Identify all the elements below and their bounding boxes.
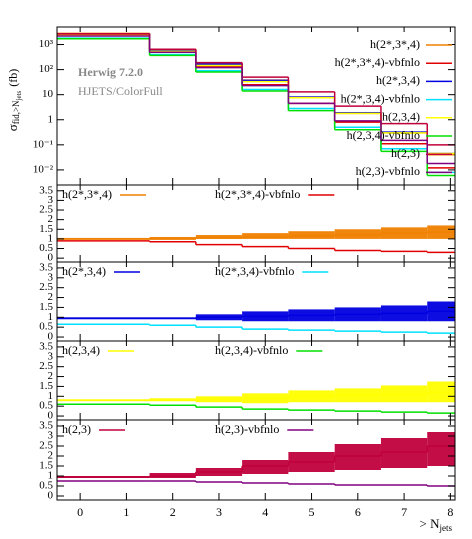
y-tick-label: 0 — [48, 331, 54, 343]
panel — [57, 381, 455, 414]
y-tick-label: 1.5 — [39, 460, 53, 472]
y-tick-label: 2.5 — [39, 440, 53, 452]
y-tick-label: 0 — [48, 410, 54, 422]
x-tick-label: 8 — [447, 505, 453, 519]
y-tick-label: 10⁻² — [33, 163, 54, 175]
uncertainty-band — [380, 438, 428, 468]
legend-label: h(2*,3,4)-vbfnlo — [215, 264, 294, 278]
x-tick-label: 5 — [309, 505, 315, 519]
y-tick-label: 10 — [42, 88, 54, 100]
y-tick-label: 2.5 — [39, 204, 53, 216]
legend-label: h(2,3,4)-vbfnlo — [347, 128, 420, 142]
x-tick-label: 1 — [123, 505, 129, 519]
legend-label: h(2*,3*,4)-vbfnlo — [335, 55, 420, 69]
x-tick-label: 2 — [170, 505, 176, 519]
x-tick-label: 6 — [355, 505, 361, 519]
x-axis-label: > Njets — [420, 516, 453, 533]
legend-label: h(2*,3*,4) — [62, 187, 112, 201]
y-tick-label: 0.5 — [39, 400, 53, 412]
y-tick-label: 1.5 — [39, 380, 53, 392]
y-tick-label: 1 — [48, 311, 54, 323]
legend-label: h(2*,3,4)-vbfnlo — [341, 91, 420, 105]
uncertainty-band — [334, 229, 381, 239]
y-tick-label: 3 — [48, 350, 54, 362]
panel — [57, 301, 455, 334]
x-axis-label-part: > N — [420, 516, 441, 531]
y-tick-label: 2 — [48, 450, 54, 462]
legend-label: h(2,3) — [62, 422, 91, 436]
y-tick-label: 3.5 — [39, 184, 53, 196]
legend-label: h(2,3)-vbfnlo — [356, 164, 420, 178]
x-tick-label: 7 — [401, 505, 407, 519]
y-tick-label: 3 — [48, 194, 54, 206]
y-tick-label: 2 — [48, 370, 54, 382]
legend-label: h(2,3,4)-vbfnlo — [215, 343, 288, 357]
legend-label: h(2,3,4) — [382, 110, 420, 124]
y-axis-label: σfid,>Njets (fb) — [5, 69, 23, 132]
legend-label: h(2,3) — [391, 146, 420, 160]
y-tick-label: 0 — [48, 490, 54, 502]
y-tick-label: 1 — [48, 113, 54, 125]
y-tick-label: 10³ — [39, 38, 54, 50]
x-axis-label-part: jets — [439, 523, 453, 533]
uncertainty-band — [288, 231, 335, 239]
y-tick-label: 10² — [39, 63, 54, 75]
y-tick-label: 3.5 — [39, 261, 53, 273]
y-tick-label: 0.5 — [39, 480, 53, 492]
legend-label: h(2*,3,4) — [62, 264, 106, 278]
panel — [57, 432, 455, 487]
legend-label: h(2,3,4) — [62, 343, 100, 357]
y-tick-label: 0.5 — [39, 242, 53, 254]
uncertainty-band — [334, 444, 381, 470]
y-tick-label: 1 — [48, 232, 54, 244]
y-axis-label-part: fid,>N — [11, 100, 21, 124]
y-tick-label: 10⁻¹ — [33, 138, 53, 150]
y-tick-label: 3.5 — [39, 340, 53, 352]
x-tick-label: 4 — [262, 505, 268, 519]
legend-label: h(2*,3*,4)-vbfnlo — [215, 187, 300, 201]
legend-label: h(2*,3*,4) — [370, 37, 420, 51]
y-tick-label: 2.5 — [39, 360, 53, 372]
y-tick-label: 3 — [48, 271, 54, 283]
y-axis-label-part: σ — [5, 124, 20, 131]
y-tick-label: 2 — [48, 213, 54, 225]
y-tick-label: 2.5 — [39, 281, 53, 293]
uncertainty-band — [427, 432, 455, 466]
y-axis-label-part: (fb) — [6, 69, 20, 87]
y-tick-label: 1.5 — [39, 223, 53, 235]
uncertainty-band — [242, 460, 289, 474]
y-tick-label: 1 — [48, 470, 54, 482]
y-tick-label: 2 — [48, 291, 54, 303]
x-tick-label: 0 — [77, 505, 83, 519]
uncertainty-band — [242, 233, 289, 239]
y-tick-label: 0 — [48, 252, 54, 264]
y-tick-label: 3 — [48, 430, 54, 442]
y-axis-label-part: jets — [15, 90, 23, 101]
annotation: Herwig 7.2.0 — [78, 65, 143, 79]
legend-label: h(2*,3,4) — [376, 73, 420, 87]
y-tick-label: 0.5 — [39, 321, 53, 333]
annotation: HJETS/ColorFull — [78, 84, 163, 98]
y-tick-label: 3.5 — [39, 420, 53, 432]
x-tick-label: 3 — [216, 505, 222, 519]
y-tick-label: 1 — [48, 390, 54, 402]
y-tick-label: 1.5 — [39, 301, 53, 313]
panel — [57, 225, 455, 254]
uncertainty-band — [195, 235, 243, 239]
legend-label: h(2,3)-vbfnlo — [215, 422, 279, 436]
frame — [56, 419, 456, 501]
